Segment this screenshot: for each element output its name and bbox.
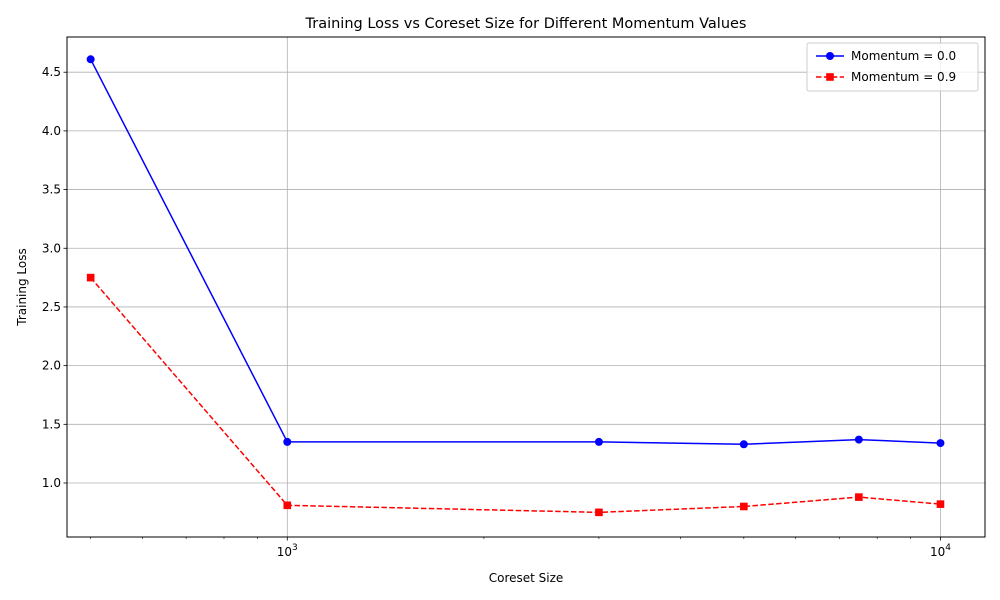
chart-title: Training Loss vs Coreset Size for Differ… — [305, 16, 747, 32]
legend-label: Momentum = 0.9 — [851, 70, 956, 84]
data-point — [854, 435, 863, 444]
legend-label: Momentum = 0.0 — [851, 49, 956, 63]
data-point — [86, 273, 95, 282]
data-point — [855, 493, 863, 501]
data-point — [739, 440, 748, 449]
y-tick-label: 3.0 — [42, 241, 61, 255]
legend-swatch-marker — [826, 52, 834, 60]
data-point — [594, 437, 603, 446]
data-point — [936, 500, 945, 508]
data-point — [283, 437, 292, 446]
legend-box — [806, 42, 979, 92]
legend: Momentum = 0.0 Momentum = 0.9 — [806, 42, 979, 92]
y-tick-label: 1.0 — [42, 476, 61, 490]
plot-frame — [66, 36, 986, 538]
x-tick-exponent: 3 — [292, 543, 298, 553]
y-tick-label: 2.5 — [42, 300, 61, 314]
y-tick-label: 4.0 — [42, 124, 61, 138]
legend-swatch-marker — [826, 73, 834, 81]
series-group — [86, 55, 945, 517]
series-line — [89, 58, 941, 446]
data-point — [283, 501, 292, 510]
grid — [67, 37, 985, 537]
data-point — [936, 439, 945, 448]
y-tick-label: 3.5 — [42, 183, 61, 197]
data-point — [86, 55, 95, 64]
y-tick-label: 1.5 — [42, 417, 61, 431]
y-tick-label: 2.0 — [42, 359, 61, 373]
y-tick-label: 4.5 — [42, 65, 61, 79]
data-point — [740, 502, 748, 511]
series-line — [90, 277, 941, 514]
y-axis-label: Training Loss — [15, 248, 29, 326]
x-axis-label: Coreset Size — [489, 571, 564, 585]
data-point — [595, 508, 603, 517]
x-tick-exponent: 4 — [945, 543, 951, 553]
